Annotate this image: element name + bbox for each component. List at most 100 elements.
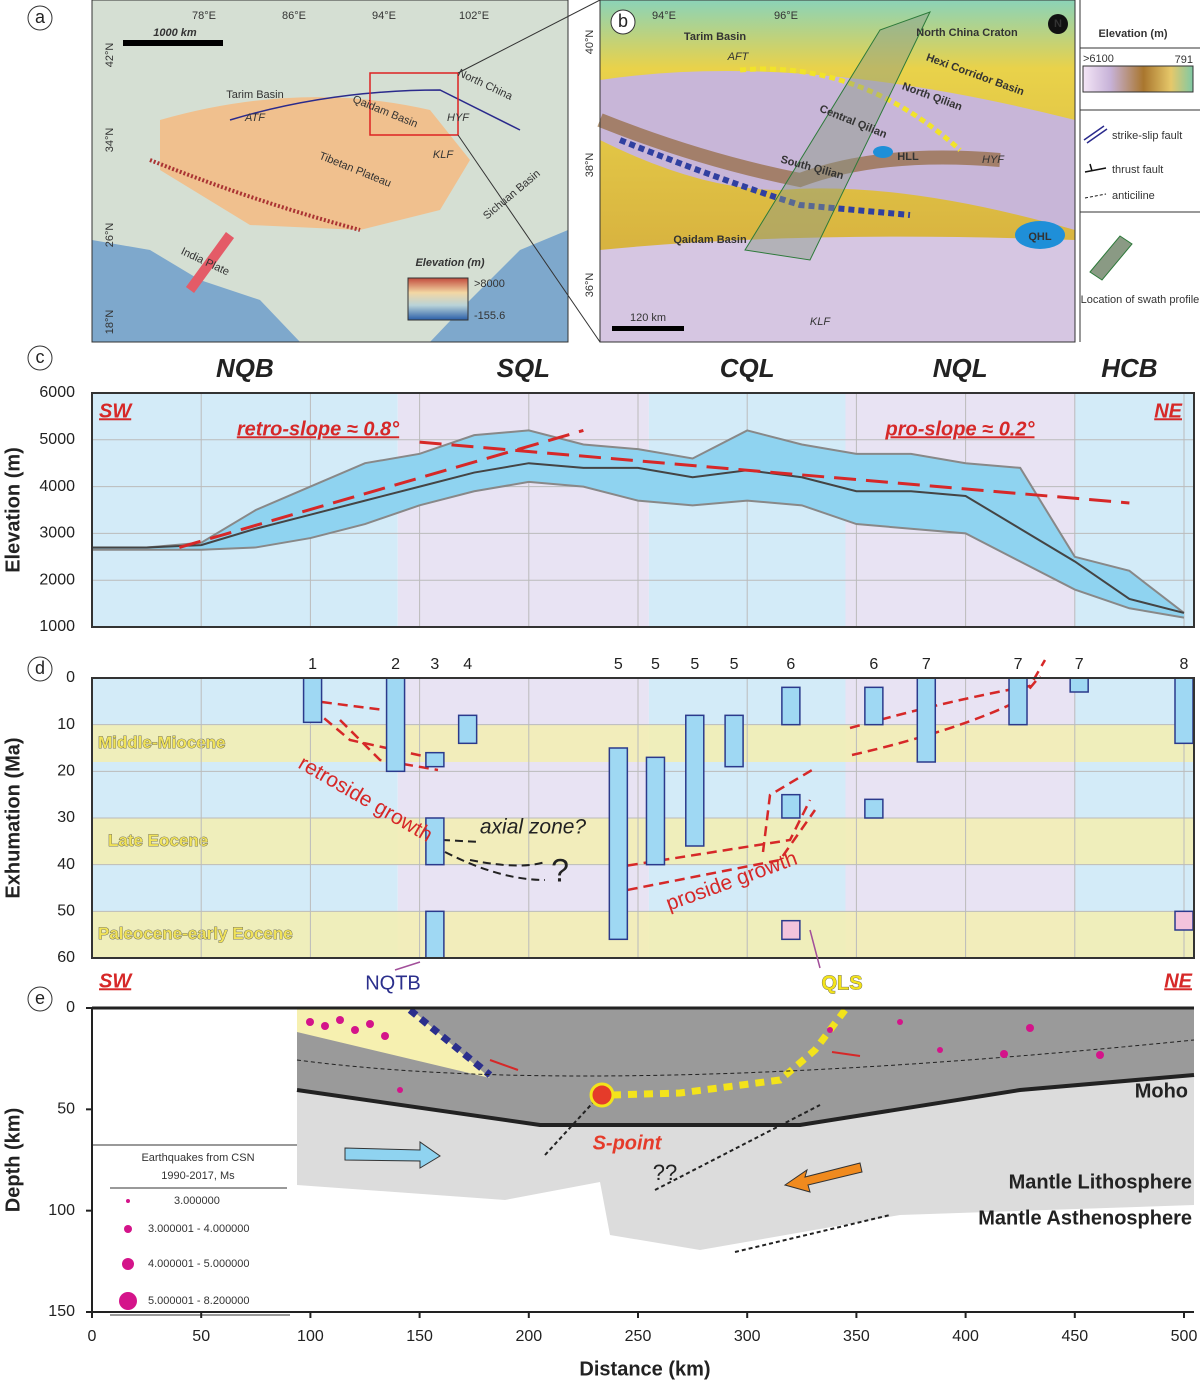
lat-label: 34°N bbox=[104, 128, 116, 153]
lat-label: 26°N bbox=[104, 223, 116, 248]
legend-box bbox=[105, 1145, 295, 1315]
quake bbox=[381, 1032, 389, 1040]
place: QHL bbox=[1028, 231, 1052, 243]
legend-item: thrust fault bbox=[1112, 164, 1163, 176]
y-tick-label: 50 bbox=[57, 903, 75, 920]
legend-title: Elevation (m) bbox=[1098, 28, 1167, 40]
y-axis-title: Exhumation (Ma) bbox=[2, 737, 24, 898]
quake bbox=[397, 1087, 403, 1093]
panel-label: a bbox=[35, 7, 46, 27]
exhumation-bar bbox=[457, 714, 478, 745]
nqtb-trace bbox=[407, 1007, 493, 1078]
qls-trace bbox=[611, 1007, 848, 1099]
quake bbox=[1026, 1024, 1034, 1032]
quake bbox=[336, 1016, 344, 1024]
exhumation-bar bbox=[864, 686, 884, 726]
exhumation-bar bbox=[1008, 677, 1028, 726]
legend-item: 4.000001 - 5.000000 bbox=[148, 1258, 250, 1270]
exhumation-bar bbox=[724, 714, 744, 768]
annotation: ? bbox=[551, 852, 569, 888]
y-tick-label: 6000 bbox=[39, 384, 75, 401]
legend-dot bbox=[126, 1199, 130, 1203]
lake bbox=[873, 146, 893, 158]
legend-title: 1990-2017, Ms bbox=[161, 1170, 235, 1182]
age-band-label: Late Eocene bbox=[108, 831, 208, 850]
pointer bbox=[394, 929, 821, 971]
moho bbox=[296, 1073, 1195, 1127]
x-tick-label: 150 bbox=[406, 1328, 433, 1345]
fault-label: HYF bbox=[982, 154, 1005, 166]
quake bbox=[321, 1022, 329, 1030]
age-band bbox=[92, 818, 1194, 865]
panel-e: Earthquakes from CSN 1990-2017, Ms 3.000… bbox=[2, 929, 1197, 1380]
motion-arrow bbox=[489, 1051, 861, 1071]
min-line bbox=[92, 480, 1185, 619]
flow-arrow bbox=[783, 1162, 863, 1193]
exhumation-bar bbox=[608, 747, 629, 941]
growth-path bbox=[305, 698, 385, 712]
quake bbox=[827, 1027, 833, 1033]
envelope bbox=[92, 430, 1184, 618]
y-tick-label: 60 bbox=[57, 949, 75, 966]
legend-item: anticiline bbox=[1112, 190, 1155, 202]
scale-label: 120 km bbox=[630, 312, 666, 324]
y-tick-label: 150 bbox=[48, 1303, 75, 1320]
panel-label: e bbox=[35, 988, 45, 1008]
ridge bbox=[597, 113, 1001, 188]
lake bbox=[1015, 221, 1065, 249]
north-badge bbox=[1048, 14, 1068, 34]
exhumation-bar bbox=[781, 919, 801, 941]
label-lithosphere: Mantle Lithosphere bbox=[1009, 1171, 1192, 1193]
legend-item: 3.000000 bbox=[174, 1195, 220, 1207]
bar-label: 5 bbox=[614, 656, 623, 673]
quake bbox=[937, 1047, 943, 1053]
bar-label: 1 bbox=[308, 656, 317, 673]
bar-label: 5 bbox=[730, 656, 739, 673]
quake bbox=[1096, 1051, 1104, 1059]
place: Qaidam Basin bbox=[673, 234, 747, 246]
exhumation-bar bbox=[1174, 910, 1194, 931]
y-tick-label: 5000 bbox=[39, 431, 75, 448]
zone-label: NQB bbox=[216, 353, 274, 383]
quake bbox=[366, 1020, 374, 1028]
panel-label: b bbox=[618, 11, 628, 31]
mountains bbox=[600, 236, 1075, 342]
corner-label: SW bbox=[99, 970, 133, 992]
place: HLL bbox=[897, 151, 919, 163]
quake bbox=[1000, 1050, 1008, 1058]
lat-label: 36°N bbox=[584, 273, 596, 298]
zone-label: NQL bbox=[933, 353, 988, 383]
lat-label: 40°N bbox=[584, 30, 596, 55]
thrust-symbol bbox=[1084, 163, 1107, 173]
earthquakes bbox=[306, 1016, 1104, 1093]
legend-item: strike-slip fault bbox=[1112, 130, 1182, 142]
y-tick-label: 30 bbox=[57, 809, 75, 826]
label-unknown: ?? bbox=[653, 1160, 677, 1185]
frame bbox=[91, 392, 1195, 628]
frame bbox=[91, 677, 1195, 959]
lon-label: 94°E bbox=[652, 10, 676, 22]
zone-label: HCB bbox=[1101, 353, 1157, 383]
exhumation-bar bbox=[302, 677, 323, 724]
label-nqtb: NQTB bbox=[365, 972, 421, 994]
bar-label: 3 bbox=[430, 656, 439, 673]
fault-label: AFT bbox=[727, 51, 750, 63]
max-line bbox=[92, 429, 1185, 614]
x-tick-label: 200 bbox=[515, 1328, 542, 1345]
y-tick-label: 40 bbox=[57, 856, 75, 873]
age-band-label: Paleocene-early Eocene bbox=[98, 924, 293, 943]
mantle-lithosphere bbox=[297, 1075, 1194, 1250]
y-axis-title: Elevation (m) bbox=[2, 447, 24, 573]
panel-badge bbox=[27, 986, 53, 1012]
exhumation-bar bbox=[645, 756, 666, 866]
quake bbox=[351, 1026, 359, 1034]
corner-label: NE bbox=[1154, 400, 1182, 422]
study-box bbox=[369, 72, 459, 136]
bar-label: 2 bbox=[391, 656, 400, 673]
elev-legend bbox=[407, 277, 469, 321]
annotation: axial zone? bbox=[480, 816, 587, 839]
crust bbox=[297, 1008, 1194, 1125]
legend-min: -155.6 bbox=[474, 310, 505, 322]
label-s-point: S-point bbox=[593, 1132, 663, 1154]
